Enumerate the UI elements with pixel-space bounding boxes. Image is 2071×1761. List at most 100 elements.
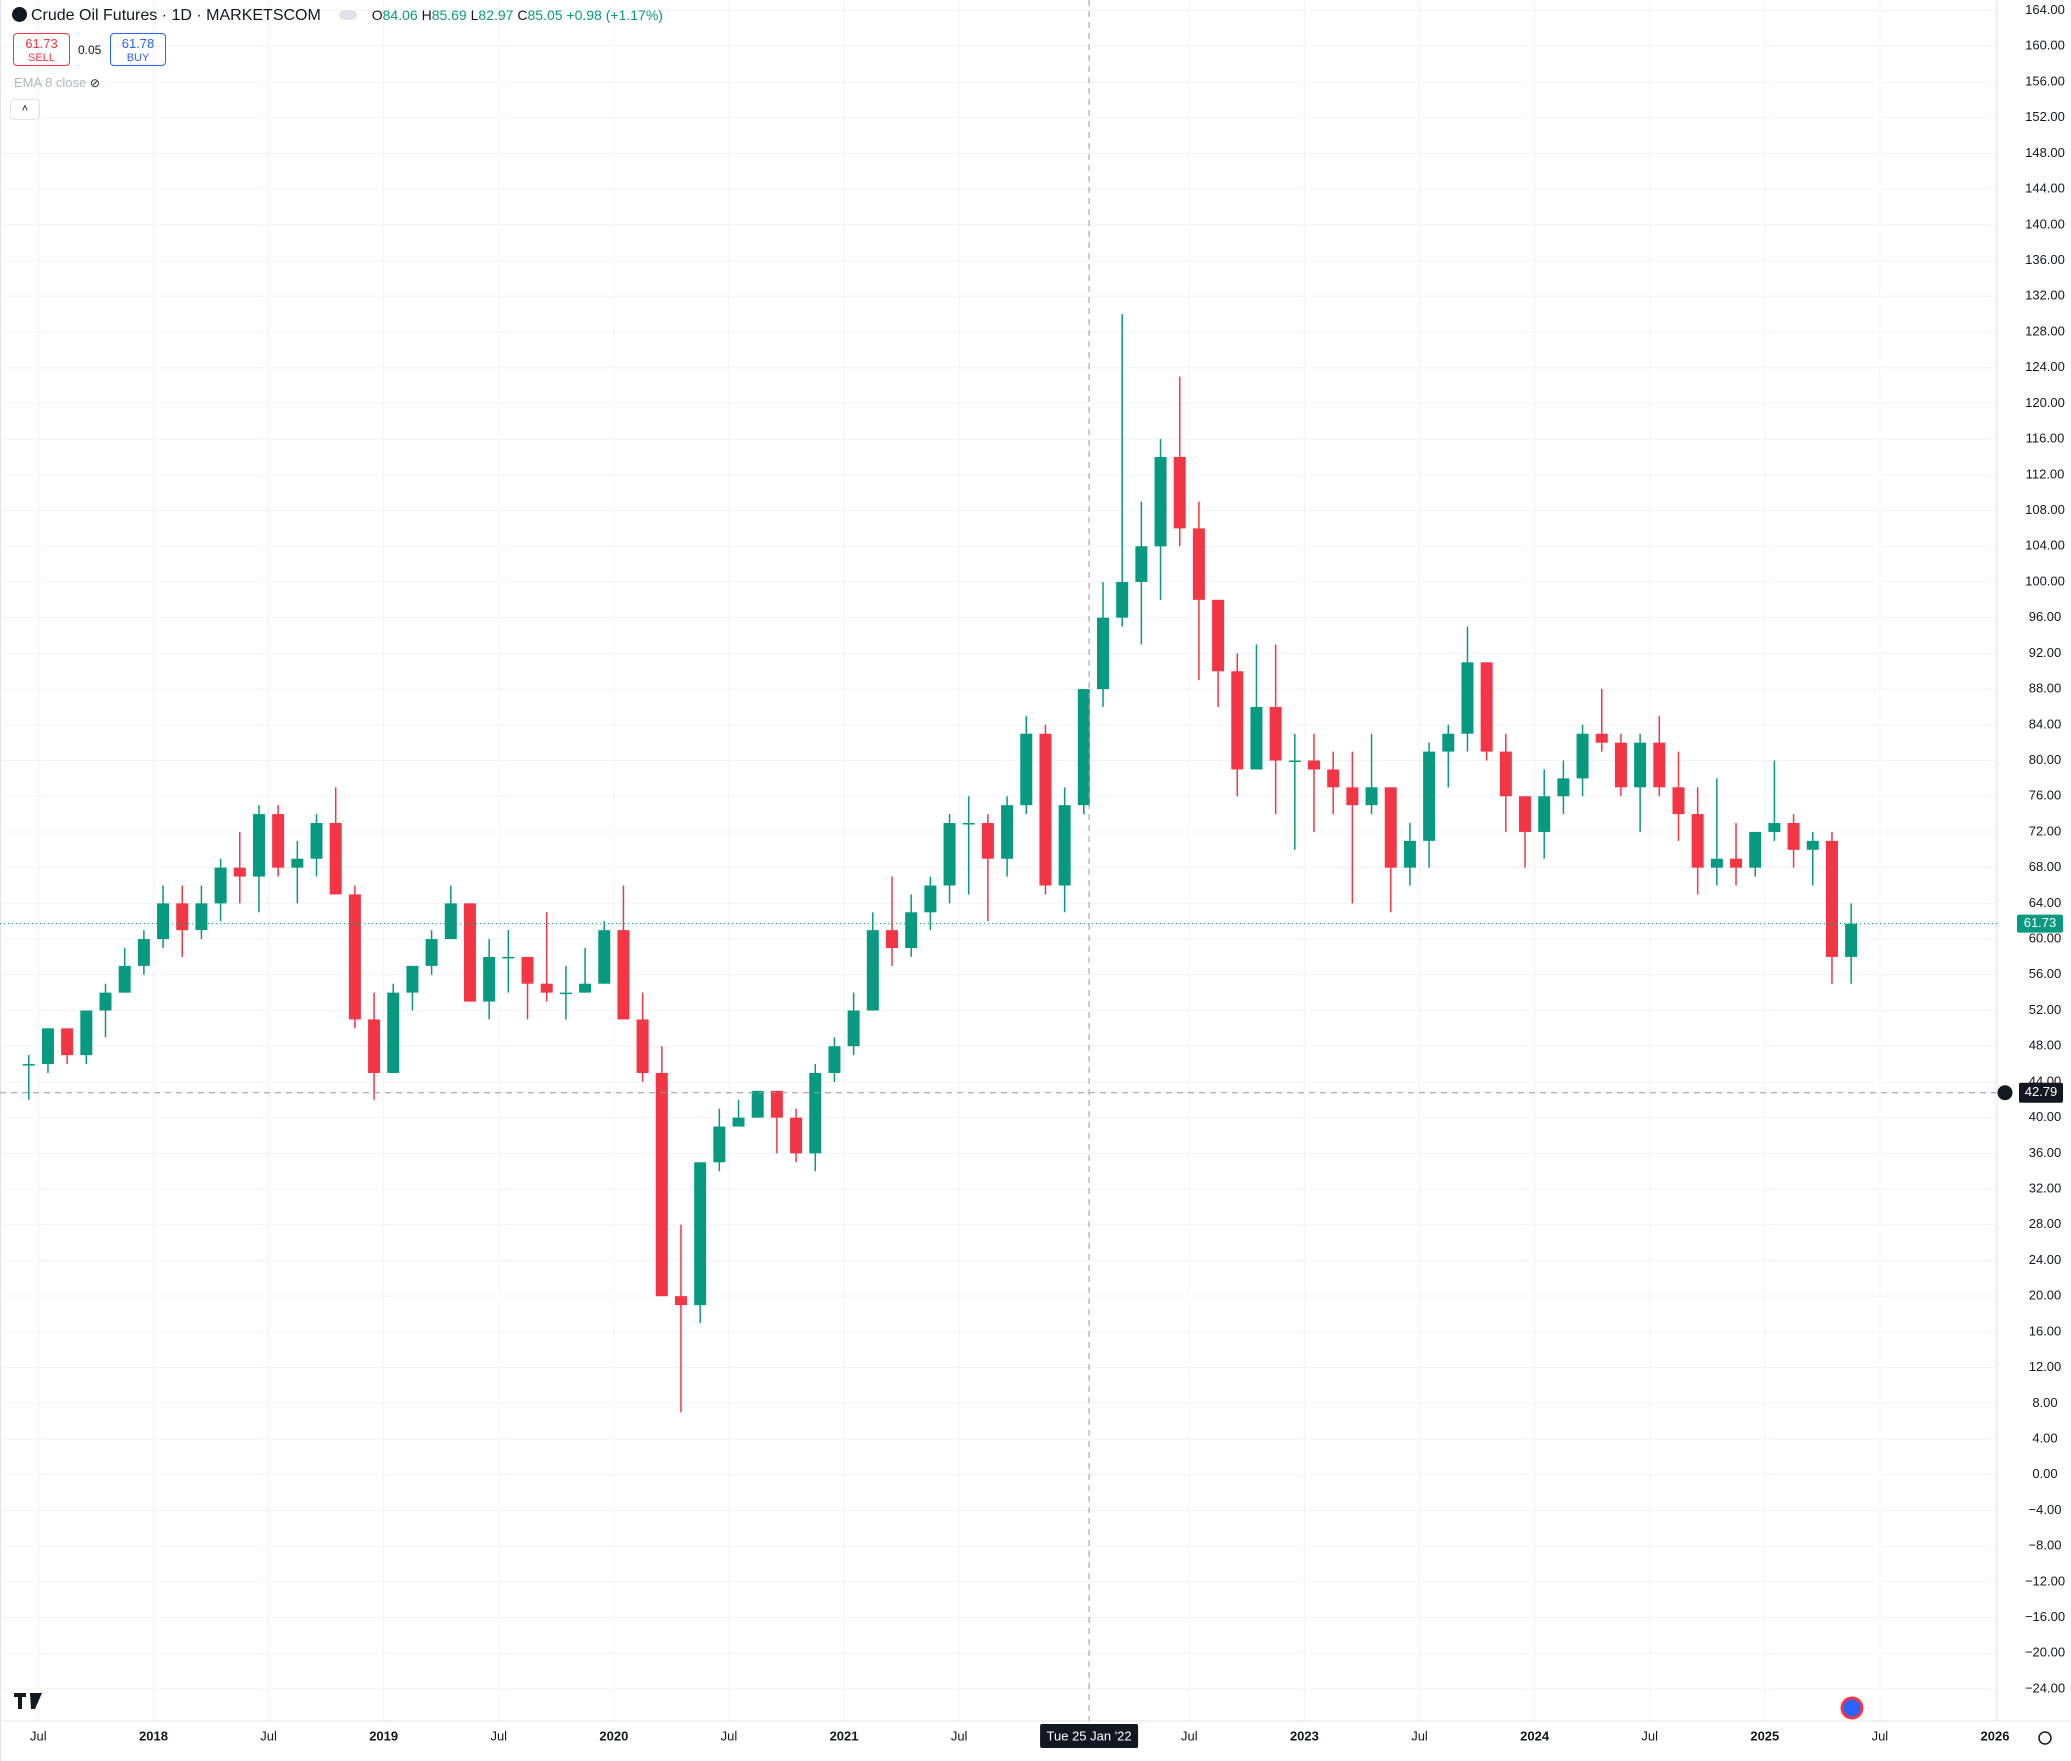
candle-body bbox=[118, 965, 131, 993]
settings-icon[interactable] bbox=[2038, 1731, 2052, 1745]
y-tick-label: 108.00 bbox=[2025, 502, 2065, 517]
legend: Crude Oil Futures · 1D · MARKETSCOM O84.… bbox=[12, 7, 663, 25]
candle-body bbox=[1825, 840, 1838, 957]
candle-body bbox=[1039, 733, 1052, 886]
y-tick-label: 56.00 bbox=[2029, 966, 2062, 981]
candle-body bbox=[99, 992, 112, 1011]
y-tick-label: 84.00 bbox=[2029, 716, 2062, 731]
candle-body bbox=[1288, 760, 1301, 763]
buy-button[interactable]: 61.78 BUY bbox=[110, 33, 166, 66]
candle-body bbox=[1346, 787, 1359, 806]
x-tick-label: 2018 bbox=[139, 1728, 168, 1743]
candle-body bbox=[1308, 760, 1321, 770]
x-tick-label: Jul bbox=[1411, 1728, 1428, 1743]
candle-body bbox=[137, 939, 150, 966]
y-tick-label: 40.00 bbox=[2029, 1109, 2062, 1124]
x-tick-label: Jul bbox=[30, 1728, 47, 1743]
sell-button[interactable]: 61.73 SELL bbox=[13, 33, 70, 66]
sell-price: 61.73 bbox=[25, 36, 58, 51]
candle-body bbox=[425, 939, 438, 966]
y-tick-label: 112.00 bbox=[2026, 466, 2065, 481]
x-tick-label: 2023 bbox=[1290, 1728, 1319, 1743]
candle-body bbox=[885, 930, 898, 949]
candle-body bbox=[694, 1162, 707, 1306]
y-tick-label: 28.00 bbox=[2029, 1216, 2062, 1231]
crosshair-price-badge bbox=[2019, 1082, 2063, 1103]
candle-body bbox=[80, 1010, 93, 1056]
candle-body bbox=[1634, 742, 1647, 788]
x-tick-label: 2020 bbox=[599, 1728, 628, 1743]
candle-body bbox=[368, 1019, 381, 1073]
candle-body bbox=[636, 1019, 649, 1073]
y-tick-label: 32.00 bbox=[2029, 1180, 2062, 1195]
hidden-eye-icon[interactable]: ⊘ bbox=[89, 76, 100, 90]
country-flag bbox=[1840, 1696, 1864, 1720]
candle-body bbox=[770, 1090, 783, 1118]
candle-body bbox=[1231, 671, 1244, 770]
candle-body bbox=[1192, 528, 1205, 600]
l-value: 82.97 bbox=[478, 7, 514, 23]
spread: 0.05 bbox=[78, 43, 102, 57]
y-tick-label: 148.00 bbox=[2025, 145, 2065, 160]
candle-body bbox=[214, 867, 227, 904]
candle-body bbox=[540, 983, 553, 993]
add-alert-button[interactable] bbox=[1996, 1084, 2014, 1102]
candle-body bbox=[1173, 456, 1186, 529]
candle-body bbox=[809, 1072, 822, 1154]
y-tick-label: 116.00 bbox=[2026, 431, 2065, 446]
indicator-legend[interactable]: EMA 8 close ⊘ bbox=[14, 75, 100, 90]
candle-body bbox=[310, 823, 323, 859]
change: +0.98 bbox=[566, 7, 602, 23]
x-tick-label: 2024 bbox=[1520, 1728, 1550, 1743]
candle-body bbox=[176, 903, 189, 931]
status-pill[interactable] bbox=[339, 10, 358, 20]
y-tick-label: 156.00 bbox=[2025, 73, 2065, 88]
x-tick-label: 2021 bbox=[830, 1728, 859, 1743]
collapse-button[interactable]: ˄ bbox=[10, 99, 40, 120]
last-price-label: 61.73 bbox=[2024, 915, 2057, 930]
candle-body bbox=[1557, 778, 1570, 797]
candle-body bbox=[655, 1072, 668, 1297]
candle-body bbox=[1730, 858, 1743, 868]
candle-body bbox=[1576, 733, 1589, 779]
y-tick-label: −16.00 bbox=[2025, 1609, 2065, 1624]
x-tick-label: Jul bbox=[490, 1728, 507, 1743]
y-tick-label: 140.00 bbox=[2025, 216, 2065, 231]
candle-body bbox=[444, 903, 457, 940]
candle-body bbox=[713, 1126, 726, 1163]
y-tick-label: 96.00 bbox=[2029, 609, 2062, 624]
buy-label: BUY bbox=[126, 52, 150, 64]
o-label: O bbox=[371, 7, 383, 23]
y-tick-label: −24.00 bbox=[2025, 1680, 2065, 1695]
candle-body bbox=[1001, 805, 1014, 859]
last-price-badge bbox=[2017, 914, 2063, 933]
x-tick-label: Jul bbox=[1181, 1728, 1198, 1743]
candle-body bbox=[732, 1117, 745, 1127]
candle-body bbox=[22, 1064, 35, 1066]
candle-body bbox=[866, 930, 879, 1011]
sell-label: SELL bbox=[28, 52, 55, 64]
y-tick-label: 104.00 bbox=[2025, 538, 2065, 553]
chart-title[interactable]: Crude Oil Futures · 1D · MARKETSCOM bbox=[31, 7, 321, 24]
candle-body bbox=[272, 814, 285, 868]
x-tick-label: Jul bbox=[260, 1728, 277, 1743]
candle-body bbox=[847, 1010, 860, 1047]
y-tick-label: 164.00 bbox=[2025, 2, 2065, 17]
y-tick-label: 88.00 bbox=[2029, 681, 2062, 696]
x-tick-label: 2025 bbox=[1750, 1728, 1779, 1743]
y-tick-label: 68.00 bbox=[2029, 859, 2062, 874]
candle-body bbox=[579, 983, 592, 993]
y-tick-label: 36.00 bbox=[2029, 1145, 2062, 1160]
candle-body bbox=[41, 1028, 54, 1065]
y-tick-label: 128.00 bbox=[2025, 323, 2065, 338]
candle-body bbox=[905, 912, 918, 949]
candle-body bbox=[463, 903, 476, 1002]
c-label: C bbox=[517, 7, 528, 23]
candle-body bbox=[1519, 796, 1532, 832]
candle-body bbox=[61, 1028, 74, 1056]
y-tick-label: 8.00 bbox=[2032, 1395, 2057, 1410]
candle-body bbox=[1749, 831, 1762, 868]
candle-body bbox=[598, 930, 611, 984]
candle-body bbox=[790, 1117, 803, 1154]
y-tick-label: 124.00 bbox=[2025, 359, 2065, 374]
